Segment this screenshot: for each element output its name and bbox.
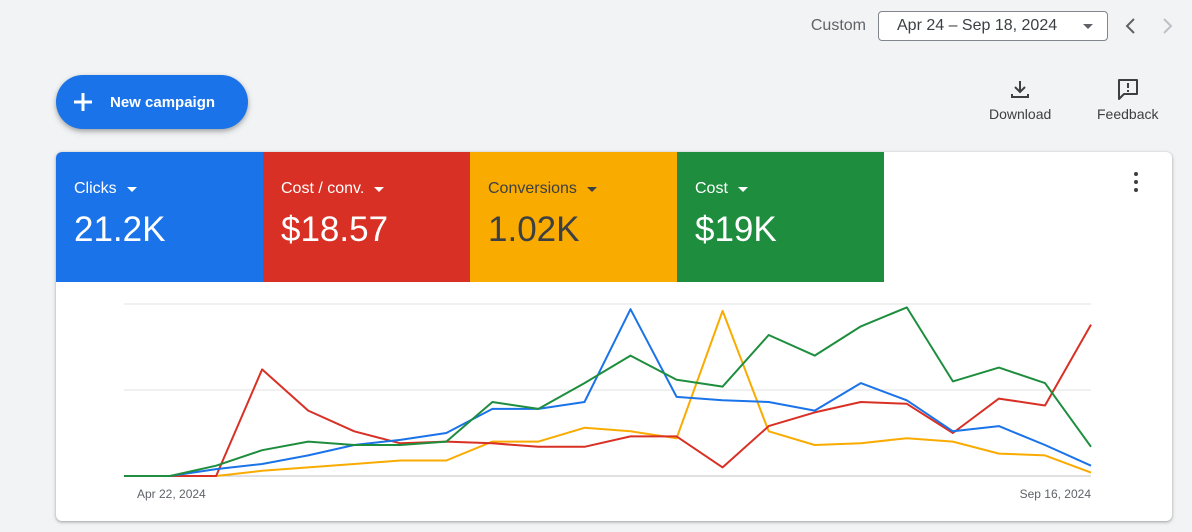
next-period-button[interactable] <box>1154 11 1180 41</box>
plus-icon <box>74 93 92 111</box>
metric-tile-cost[interactable]: Cost $19K <box>677 152 884 282</box>
new-campaign-button[interactable]: New campaign <box>56 75 248 129</box>
x-axis-end-label: Sep 16, 2024 <box>1020 487 1092 501</box>
metric-value: 1.02K <box>488 210 580 249</box>
metric-value: 21.2K <box>74 210 166 249</box>
x-axis-start-label: Apr 22, 2024 <box>137 487 206 501</box>
download-icon <box>1011 81 1030 98</box>
more-options-button[interactable] <box>1126 170 1146 194</box>
performance-card: Clicks 21.2K Cost / conv. $18.57 Convers… <box>56 152 1172 521</box>
date-range-dropdown[interactable]: Apr 24 – Sep 18, 2024 <box>878 11 1108 41</box>
feedback-label: Feedback <box>1097 106 1159 122</box>
feedback-icon <box>1117 79 1138 100</box>
date-range-controls: Custom Apr 24 – Sep 18, 2024 <box>811 10 1180 42</box>
metric-tile-conversions[interactable]: Conversions 1.02K <box>470 152 677 282</box>
more-vert-icon <box>1134 172 1138 176</box>
metric-tile-cost-per-conversion[interactable]: Cost / conv. $18.57 <box>263 152 470 282</box>
dropdown-arrow-icon <box>1083 23 1093 29</box>
performance-line-chart: Apr 22, 2024 Sep 16, 2024 <box>124 303 1092 501</box>
metric-label: Cost <box>695 180 728 197</box>
metric-value: $18.57 <box>281 210 389 249</box>
metric-dropdown-icon <box>737 186 748 192</box>
chevron-left-icon <box>1125 18 1135 34</box>
new-campaign-label: New campaign <box>110 93 216 111</box>
series-line-clicks <box>124 308 1092 477</box>
metric-label: Conversions <box>488 180 577 197</box>
metric-dropdown-icon <box>374 186 385 192</box>
metric-dropdown-icon <box>126 186 137 192</box>
metric-tile-clicks[interactable]: Clicks 21.2K <box>56 152 263 282</box>
date-preset-label: Custom <box>810 17 866 34</box>
metric-dropdown-icon <box>586 186 597 192</box>
metric-label: Clicks <box>74 180 117 197</box>
date-range-value: Apr 24 – Sep 18, 2024 <box>897 17 1058 34</box>
chevron-right-icon <box>1163 18 1173 34</box>
feedback-button[interactable]: Feedback <box>1097 78 1158 122</box>
download-button[interactable]: Download <box>989 78 1051 122</box>
metric-value: $19K <box>695 210 777 249</box>
previous-period-button[interactable] <box>1118 11 1144 41</box>
series-line-conversions <box>124 309 1092 477</box>
series-line-cost-conv <box>124 324 1092 477</box>
metric-label: Cost / conv. <box>281 180 365 197</box>
download-label: Download <box>989 106 1052 122</box>
series-line-cost <box>124 306 1092 477</box>
